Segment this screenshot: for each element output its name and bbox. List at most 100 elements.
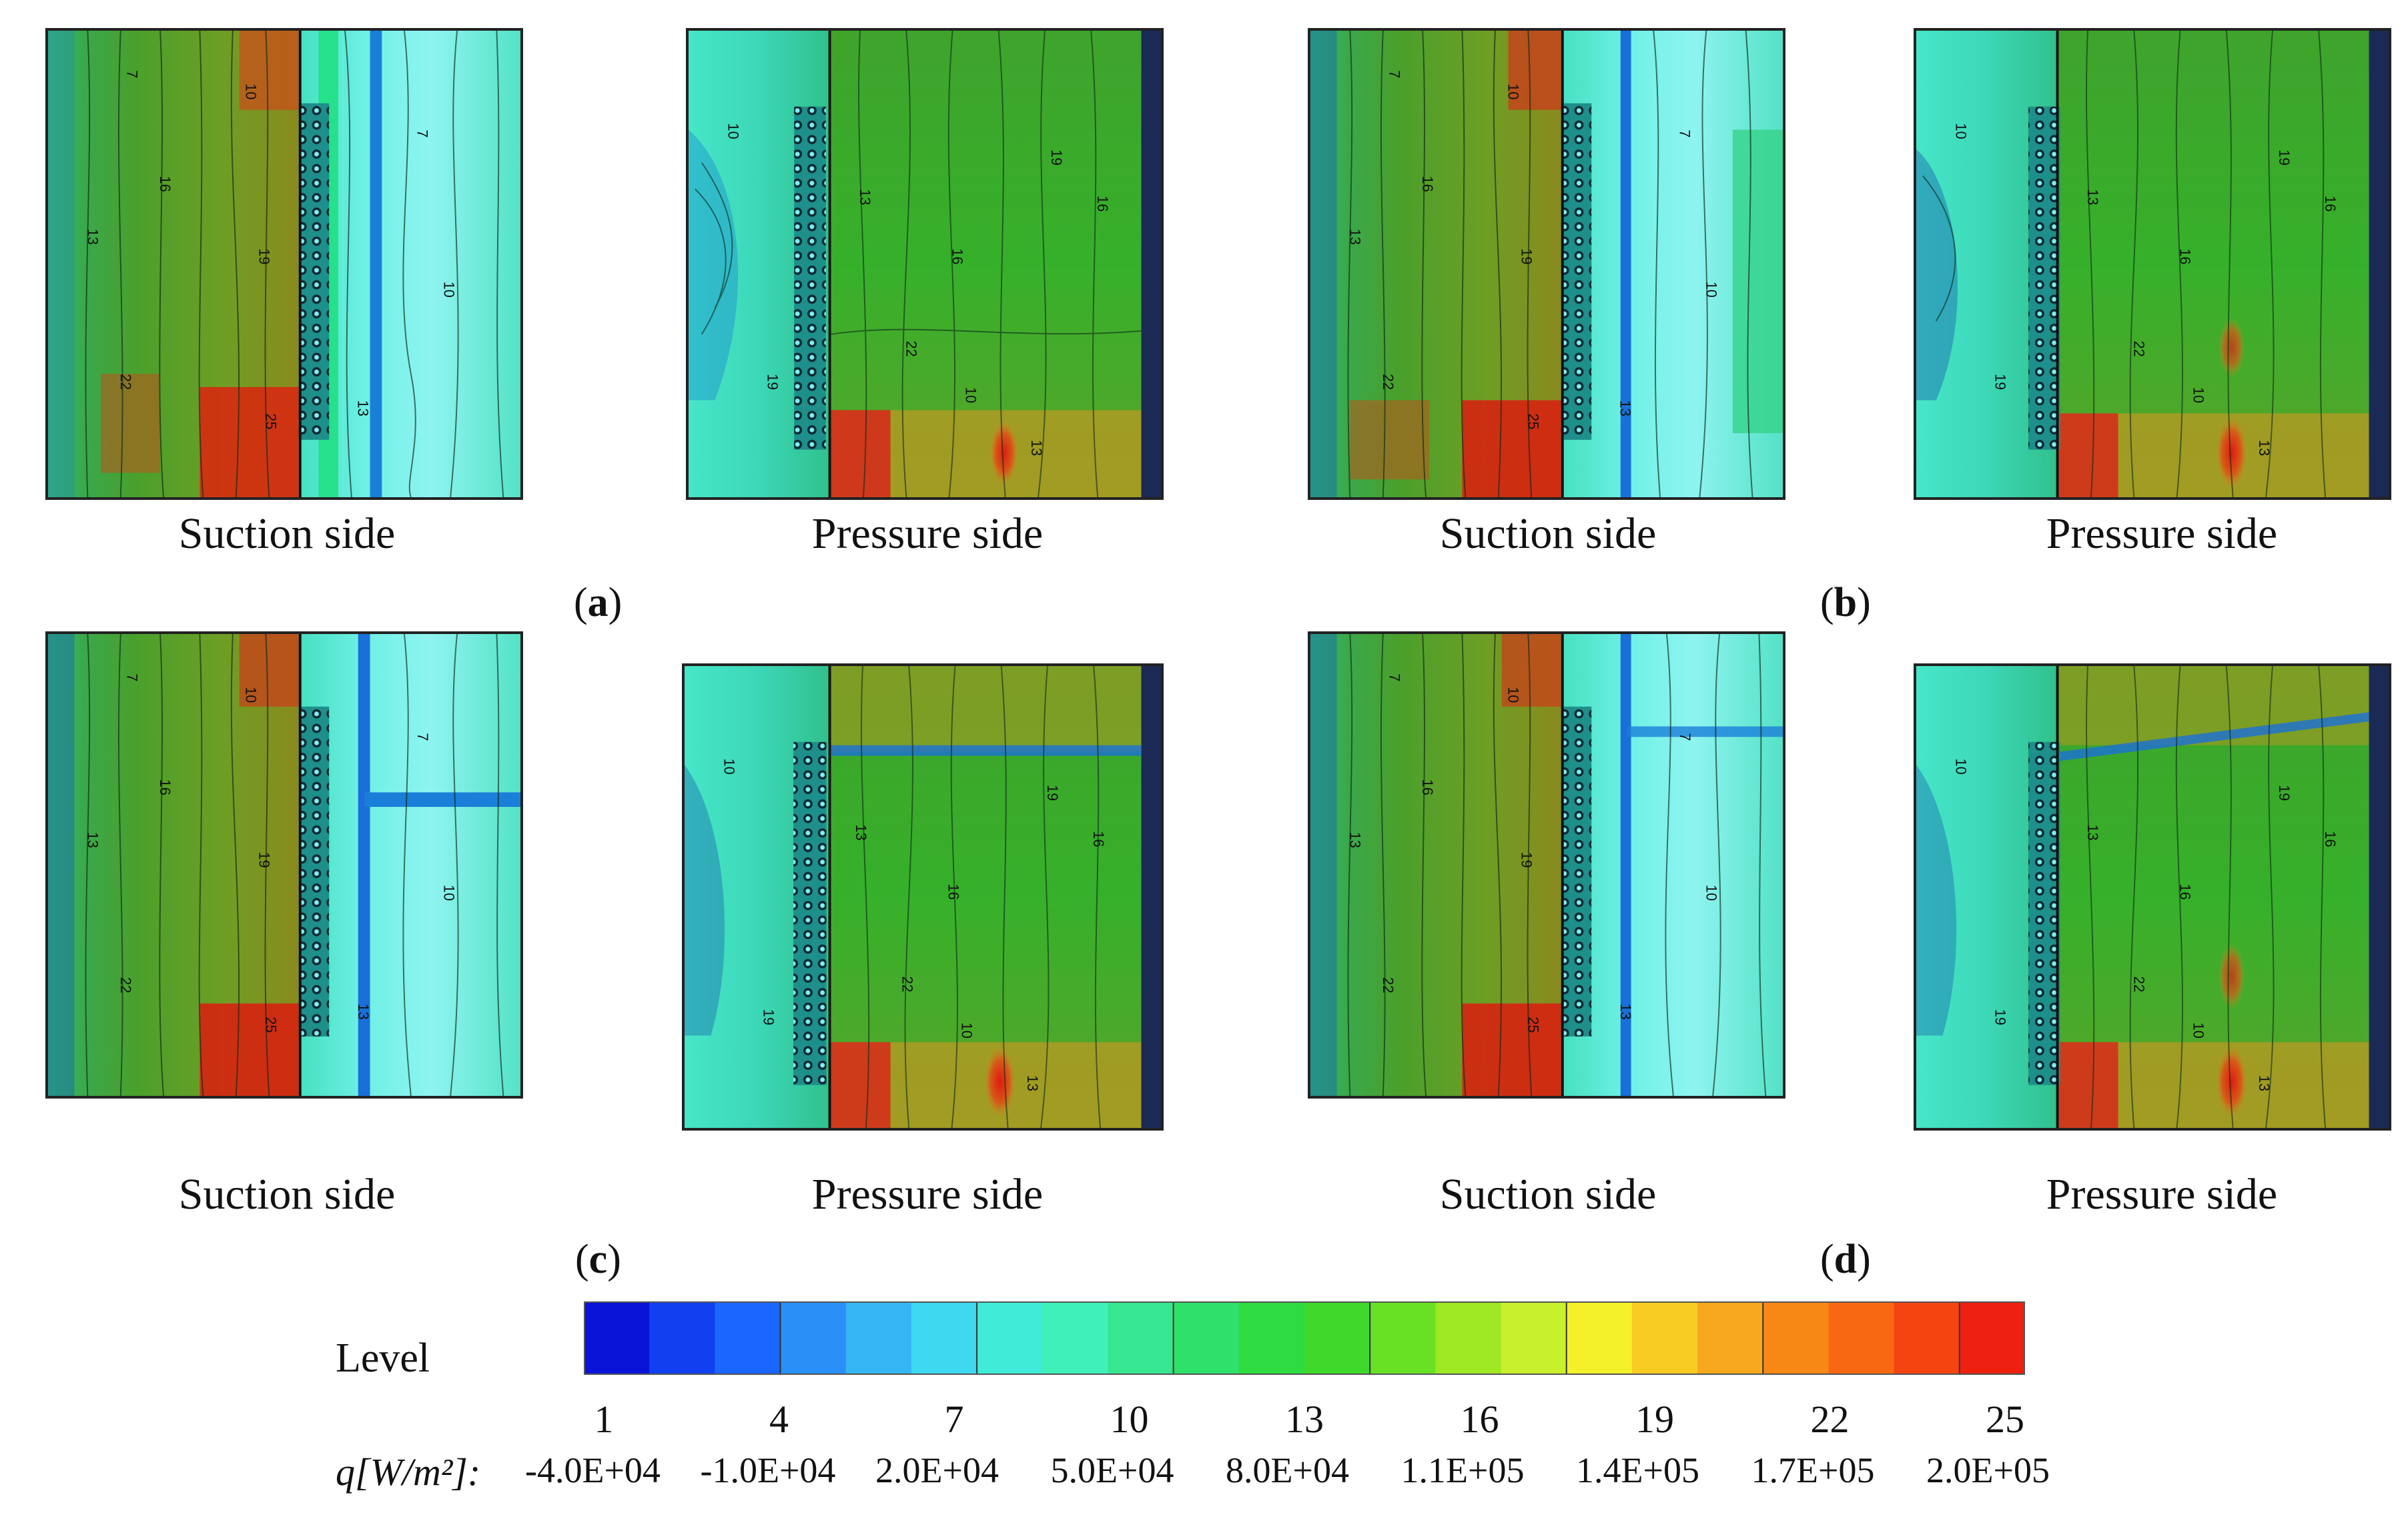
contour-label: 10 [1703,885,1719,901]
legend-level-value: 25 [1986,1398,2024,1441]
contour-label: 13 [1346,229,1363,245]
contour-label: 10 [1703,282,1719,298]
contour-label: 19 [765,374,781,390]
contour-label: 16 [2177,248,2194,264]
caption-d-pressure: Pressure side [2046,1170,2278,1219]
legend-swatch [1894,1301,1960,1375]
legend-level-value: 1 [594,1398,614,1441]
contour-label: 19 [256,852,272,868]
panel-d-pressure-contour: 10 13 16 19 22 10 13 16 19 [1914,663,2391,1131]
contour-label: 10 [725,123,741,139]
legend-title: Level [336,1335,430,1381]
contour-label: 7 [414,129,431,137]
legend-swatch [1828,1301,1895,1375]
legend-q-value: -1.0E+04 [700,1450,836,1490]
contour-label: 16 [949,248,966,264]
legend-swatch [1238,1301,1305,1375]
contour-label: 16 [1090,831,1107,847]
contour-label: 7 [1386,673,1403,681]
panel-c-pressure-contour: 10 13 16 19 22 10 13 16 19 [682,663,1164,1131]
contour-label: 13 [2084,189,2101,205]
legend-level-value: 22 [1810,1398,1850,1441]
contour-label: 16 [1419,779,1436,795]
contour-label: 10 [721,758,737,774]
contour-label: 19 [256,248,272,264]
panel-b-pressure-contour: 10 13 16 19 22 10 13 16 19 [1914,28,2391,500]
contour-label: 22 [2130,341,2147,357]
legend-swatch [1566,1301,1633,1375]
contour-label: 22 [903,341,919,357]
panel-a-pressure-contour: 10 13 16 19 22 10 13 16 19 [686,28,1164,500]
contour-label: 13 [84,229,101,245]
legend-q-value: 1.1E+05 [1400,1450,1525,1490]
contour-label: 13 [355,400,372,416]
contour-label: 7 [124,70,141,78]
contour-label: 25 [1525,413,1541,429]
contour-label: 10 [2190,387,2206,403]
contour-label: 7 [414,733,431,741]
contour-label: 13 [853,824,869,840]
legend-swatch [715,1301,781,1375]
legend-swatch [1501,1301,1567,1375]
legend-q-label: q[W/m²]: [336,1450,481,1494]
contour-label: 22 [1380,374,1396,390]
legend-level-value: 10 [1110,1398,1149,1441]
legend-level-value: 13 [1285,1398,1324,1441]
legend-swatch [1042,1301,1108,1375]
contour-label: 25 [262,413,279,429]
contour-label: 10 [962,387,979,403]
panel-label-c: (c) [575,1237,621,1282]
contour-label: 13 [857,189,873,205]
contour-label: 25 [1525,1016,1541,1032]
contour-label: 22 [1380,977,1396,993]
contour-label: 10 [1952,123,1969,139]
contour-label: 10 [1952,758,1969,774]
panel-label-b: (b) [1820,580,1871,625]
legend-q-row: -4.0E+04 -1.0E+04 2.0E+04 5.0E+04 8.0E+04 1.1… [304,1450,2105,1496]
contour-label: 7 [1677,129,1693,137]
legend-swatch [1959,1301,2025,1375]
legend-level-value: 16 [1460,1398,1499,1441]
legend-level-value: 4 [769,1398,789,1441]
contour-label: 10 [440,282,457,298]
contour-label: 10 [1505,687,1522,703]
contour-label: 25 [262,1016,279,1032]
contour-label: 16 [157,176,173,192]
legend-q-value: 2.0E+05 [1926,1450,2050,1490]
caption-d-suction: Suction side [1439,1170,1657,1219]
contour-label: 10 [958,1022,975,1038]
panel-d-suction-contour: 7 10 13 16 19 22 25 7 10 13 [1308,631,1785,1099]
caption-c-pressure: Pressure side [811,1170,1044,1219]
contour-label: 22 [117,977,134,993]
contour-label: 13 [2256,1075,2273,1091]
contour-label: 19 [1048,149,1065,166]
legend-swatch [1108,1301,1174,1375]
contour-label: 7 [1677,733,1693,741]
contour-label: 19 [1518,248,1535,264]
contour-label: 22 [117,374,134,390]
contour-label: 22 [899,976,915,992]
contour-label: 16 [1419,176,1436,192]
contour-label: 10 [1505,83,1522,99]
contour-label: 7 [1386,70,1403,78]
contour-label: 13 [2256,440,2273,456]
contour-label: 13 [1028,440,1045,456]
legend-level-row: 1 4 7 10 13 16 19 22 25 [304,1397,2105,1444]
legend-swatch [1370,1301,1436,1375]
legend-swatch [1173,1301,1240,1375]
caption-c-suction: Suction side [178,1170,396,1219]
legend-swatch [649,1301,715,1375]
legend-q-value: 1.4E+05 [1576,1450,1699,1490]
legend-level-value: 7 [944,1398,964,1441]
caption-a-pressure: Pressure side [811,509,1044,558]
contour-label: 19 [761,1009,777,1025]
contour-label: 19 [1992,374,2009,390]
legend-swatch [1697,1301,1763,1375]
contour-label: 13 [2084,824,2101,840]
panel-label-d: (d) [1820,1237,1871,1282]
legend-q-value: -4.0E+04 [525,1450,661,1490]
legend-swatch [911,1301,977,1375]
contour-label: 19 [2276,785,2293,801]
contour-label: 13 [355,1004,372,1020]
contour-label: 22 [2130,976,2147,992]
